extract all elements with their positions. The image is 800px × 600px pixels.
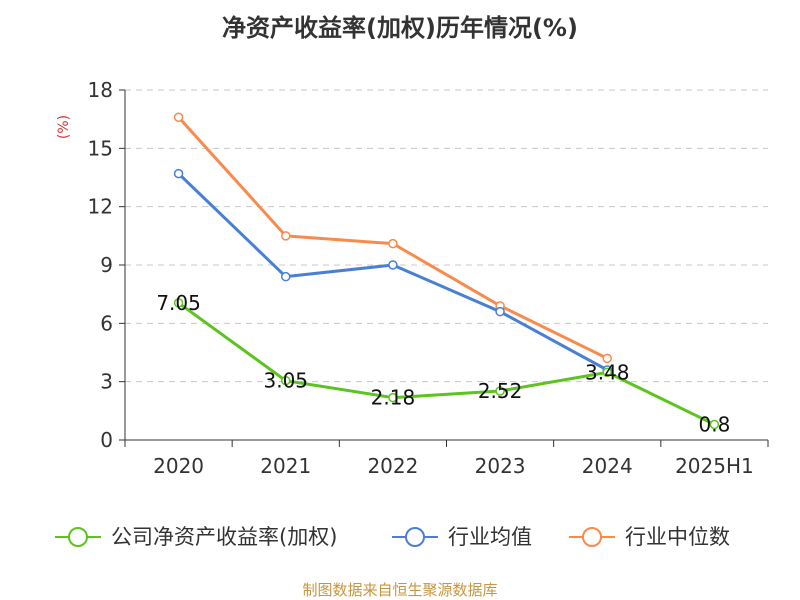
legend-item[interactable]: 行业中位数 bbox=[569, 525, 730, 549]
y-axis-unit: (%) bbox=[56, 115, 72, 139]
data-point bbox=[173, 112, 184, 122]
data-point bbox=[495, 306, 505, 317]
data-label: 7.05 bbox=[156, 291, 201, 315]
data-label: 2.18 bbox=[371, 386, 416, 410]
x-tick-label: 2022 bbox=[367, 454, 418, 478]
data-label: 3.05 bbox=[263, 369, 308, 393]
data-point bbox=[281, 231, 291, 241]
x-tick-label: 2024 bbox=[582, 454, 633, 478]
data-label: 3.48 bbox=[585, 360, 630, 384]
data-point bbox=[388, 238, 398, 249]
series-line bbox=[177, 116, 608, 360]
axes: 0 3 6 9 12 15 18 2020 2021 2022 2023 2024 2025H1 bbox=[88, 78, 769, 478]
x-tick-label: 2020 bbox=[153, 454, 204, 478]
data-point bbox=[281, 375, 291, 386]
legend-label: 行业中位数 bbox=[625, 525, 730, 549]
grid-lines bbox=[125, 89, 768, 383]
x-tick-label: 2023 bbox=[475, 454, 526, 478]
data-point bbox=[709, 419, 720, 430]
series-line bbox=[177, 172, 608, 372]
legend-label: 公司净资产收益率(加权) bbox=[111, 525, 337, 549]
data-point bbox=[602, 353, 612, 364]
data-label: 0.8 bbox=[699, 412, 731, 436]
series-line bbox=[177, 301, 716, 426]
legend-item[interactable]: 行业均值 bbox=[392, 525, 532, 549]
legend-item[interactable]: 公司净资产收益率(加权) bbox=[55, 525, 337, 549]
legend-swatch-marker bbox=[405, 527, 425, 547]
x-tick-label: 2021 bbox=[260, 454, 311, 478]
y-tick-label: 6 bbox=[100, 311, 113, 335]
data-point bbox=[388, 392, 398, 403]
data-point bbox=[602, 367, 612, 378]
legend-swatch-marker bbox=[582, 527, 602, 547]
y-tick-label: 15 bbox=[88, 136, 113, 160]
data-point bbox=[281, 271, 291, 282]
data-point bbox=[495, 386, 505, 396]
chart-title: 净资产收益率(加权)历年情况(%) bbox=[222, 14, 578, 42]
y-tick-label: 18 bbox=[88, 78, 113, 102]
y-tick-label: 0 bbox=[100, 428, 113, 452]
data-point bbox=[173, 298, 184, 308]
y-tick-label: 12 bbox=[88, 195, 113, 219]
data-labels: 7.05 3.05 2.18 2.52 3.48 0.8 bbox=[156, 291, 730, 437]
legend-label: 行业均值 bbox=[448, 525, 532, 549]
legend[interactable]: 公司净资产收益率(加权) 行业均值 行业中位数 bbox=[55, 525, 730, 549]
source-note: 制图数据来自恒生聚源数据库 bbox=[302, 581, 497, 599]
data-point bbox=[173, 168, 184, 179]
data-point bbox=[388, 260, 398, 270]
data-label: 2.52 bbox=[478, 379, 523, 403]
series-group bbox=[173, 112, 720, 430]
y-tick-label: 3 bbox=[100, 370, 113, 394]
x-tick-label: 2025H1 bbox=[675, 454, 754, 478]
legend-swatch-marker bbox=[68, 527, 88, 547]
y-tick-label: 9 bbox=[100, 253, 113, 277]
